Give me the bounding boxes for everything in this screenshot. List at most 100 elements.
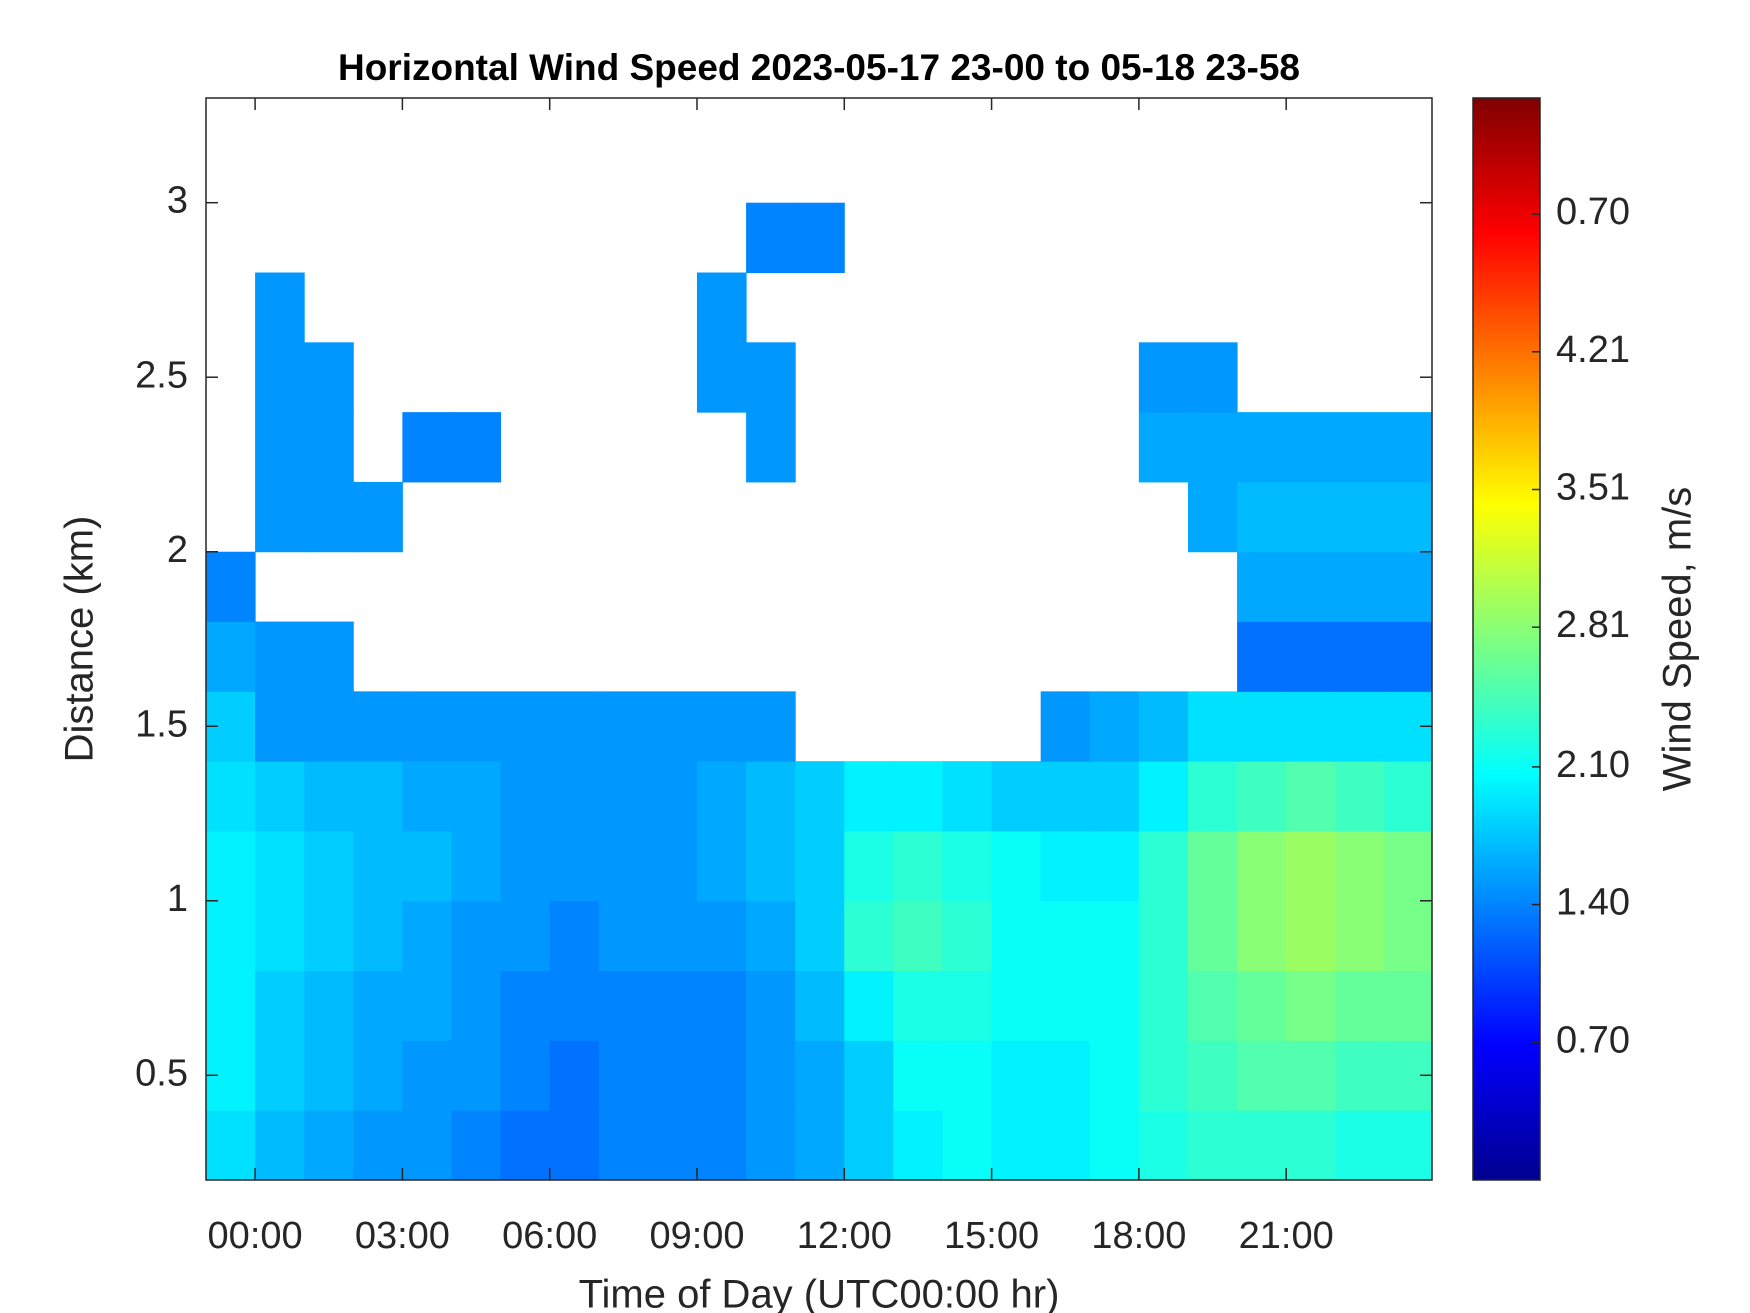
heat-cell	[1040, 970, 1091, 1041]
plot-frame	[205, 97, 1433, 1181]
heat-cell	[746, 900, 796, 972]
heat-cell	[1187, 412, 1238, 483]
heat-cell	[795, 970, 845, 1041]
x-tick-label: 00:00	[208, 1215, 303, 1257]
heat-cell	[1089, 691, 1140, 762]
colorbar-tick-label: 2.10	[1556, 744, 1630, 786]
heat-cell	[746, 1040, 796, 1111]
heat-cell	[746, 691, 796, 762]
heat-cell	[1040, 1110, 1091, 1180]
heat-cell	[598, 900, 649, 972]
heat-cell	[1384, 830, 1432, 902]
colorbar-label: Wind Speed, m/s	[1656, 487, 1700, 792]
x-tick-label: 06:00	[502, 1215, 597, 1257]
heat-cell	[1335, 761, 1385, 832]
heat-cell	[942, 1110, 993, 1180]
heat-cell	[206, 830, 256, 902]
heat-cell	[598, 970, 649, 1041]
heat-cell	[893, 1110, 943, 1180]
heat-cell	[304, 761, 354, 832]
heat-cell	[304, 900, 354, 972]
heat-cell	[647, 970, 698, 1041]
colorbar-tick-label: 0.70	[1556, 191, 1630, 233]
heat-cell	[1187, 900, 1238, 972]
heat-cell	[549, 970, 600, 1041]
heat-cell	[893, 1040, 943, 1111]
heat-cell	[304, 1110, 354, 1180]
x-axis-label: Time of Day (UTC00:00 hr)	[579, 1273, 1060, 1313]
heat-cell	[402, 970, 452, 1041]
heat-cell	[1286, 551, 1336, 623]
heat-cell	[844, 970, 894, 1041]
heat-cell	[795, 900, 845, 972]
heat-cell	[991, 900, 1042, 972]
heat-cell	[206, 761, 256, 832]
heat-cell	[1237, 830, 1287, 902]
heat-cell	[1237, 1040, 1287, 1111]
heat-cell	[1138, 970, 1189, 1041]
heat-cell	[549, 761, 600, 832]
heat-cell	[1335, 551, 1385, 623]
heat-cell	[1138, 691, 1189, 762]
heat-cell	[1384, 761, 1432, 832]
heat-cell	[1089, 900, 1140, 972]
heat-cell	[402, 1110, 452, 1180]
heat-cell	[304, 481, 354, 553]
heat-cell	[647, 1110, 698, 1180]
colorbar-tick-label: 2.81	[1556, 604, 1630, 646]
heat-cell	[255, 970, 305, 1041]
heat-cell	[1286, 621, 1336, 692]
heat-cell	[206, 621, 256, 692]
heat-cell	[1335, 1040, 1385, 1111]
heat-cell	[696, 1040, 747, 1111]
heatmap	[206, 202, 1432, 1180]
heat-cell	[1286, 412, 1336, 483]
heat-cell	[1237, 970, 1287, 1041]
heat-cell	[795, 830, 845, 902]
y-tick-label: 2	[167, 529, 188, 571]
heat-cell	[1384, 900, 1432, 972]
heat-cell	[746, 1110, 796, 1180]
heat-cell	[1384, 481, 1432, 553]
heat-cell	[795, 1040, 845, 1111]
heat-cell	[942, 761, 993, 832]
heat-cell	[500, 1040, 551, 1111]
heat-cell	[746, 412, 796, 483]
y-tick-label: 3	[167, 180, 188, 222]
heat-cell	[1138, 830, 1189, 902]
heat-cell	[1040, 1040, 1091, 1111]
heat-cell	[1237, 761, 1287, 832]
heat-cell	[1335, 900, 1385, 972]
heat-cell	[795, 1110, 845, 1180]
heat-cell	[206, 551, 256, 623]
heat-cell	[696, 761, 747, 832]
heat-cell	[255, 412, 305, 483]
heat-cell	[206, 970, 256, 1041]
heat-cell	[1384, 970, 1432, 1041]
heat-cell	[549, 691, 600, 762]
heat-cell	[1089, 761, 1140, 832]
heat-cell	[1286, 691, 1336, 762]
heat-cell	[353, 830, 403, 902]
heat-cell	[991, 1110, 1042, 1180]
heat-cell	[255, 691, 305, 762]
heat-cell	[549, 1040, 600, 1111]
heat-cell	[353, 1110, 403, 1180]
heat-cell	[255, 342, 305, 413]
heat-cell	[451, 1040, 502, 1111]
heat-cell	[1335, 970, 1385, 1041]
heat-cell	[1237, 691, 1287, 762]
y-tick-label: 0.5	[135, 1052, 188, 1094]
heat-cell	[746, 342, 796, 413]
y-axis-label: Distance (km)	[58, 516, 102, 763]
heat-cell	[1187, 1040, 1238, 1111]
heat-cell	[1286, 970, 1336, 1041]
colorbar-tick-label: 3.51	[1556, 467, 1630, 509]
heat-cell	[1286, 1110, 1336, 1180]
heat-cell	[844, 830, 894, 902]
heat-cell	[1286, 1040, 1336, 1111]
heat-cell	[304, 342, 354, 413]
heat-cell	[1138, 412, 1189, 483]
heat-cell	[255, 761, 305, 832]
x-tick-label: 18:00	[1091, 1215, 1186, 1257]
